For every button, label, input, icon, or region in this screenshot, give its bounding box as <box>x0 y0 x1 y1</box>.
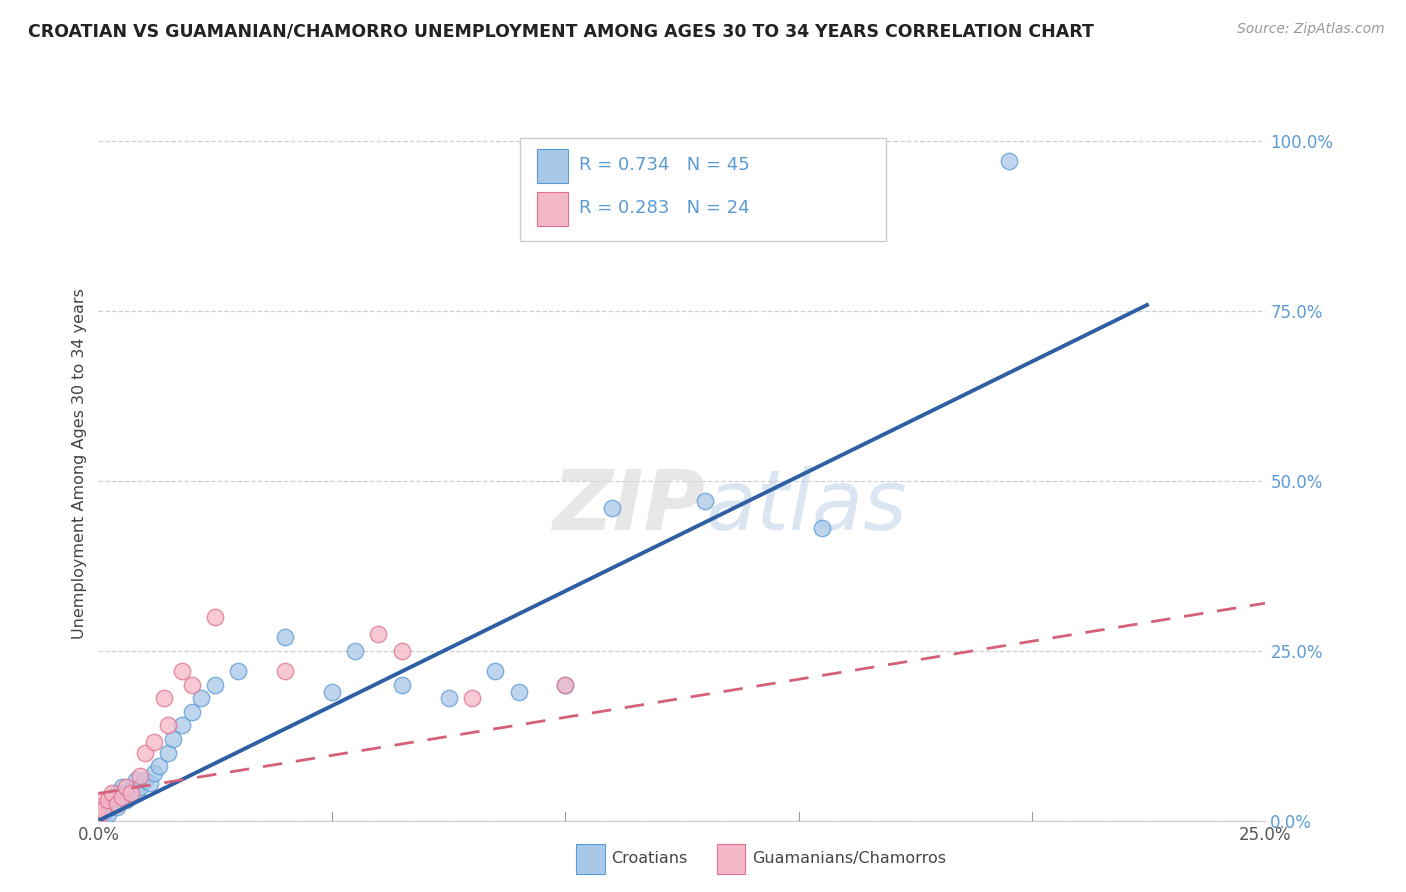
Point <box>152 691 174 706</box>
Point <box>125 787 148 801</box>
Point <box>87 814 110 828</box>
Point <box>87 806 110 821</box>
Point <box>461 691 484 706</box>
Point <box>274 664 297 678</box>
Point <box>87 814 110 828</box>
Point <box>162 732 184 747</box>
Text: CROATIAN VS GUAMANIAN/CHAMORRO UNEMPLOYMENT AMONG AGES 30 TO 34 YEARS CORRELATIO: CROATIAN VS GUAMANIAN/CHAMORRO UNEMPLOYM… <box>28 22 1094 40</box>
Point <box>204 609 226 624</box>
Point <box>91 814 114 828</box>
Point <box>111 793 134 807</box>
Point <box>134 746 156 760</box>
Point <box>125 772 148 787</box>
Point <box>87 793 110 807</box>
Text: R = 0.283   N = 24: R = 0.283 N = 24 <box>579 199 749 217</box>
Point <box>101 787 124 801</box>
Point <box>87 814 110 828</box>
Point <box>143 735 166 749</box>
Point <box>87 814 110 828</box>
Point <box>91 804 114 818</box>
Point <box>180 678 202 692</box>
Text: Croatians: Croatians <box>612 851 688 865</box>
Point <box>101 793 124 807</box>
Point <box>811 521 834 535</box>
Point <box>105 797 128 811</box>
Point <box>157 718 180 732</box>
Point <box>87 800 110 814</box>
Point <box>172 664 194 678</box>
Point <box>139 776 162 790</box>
Point <box>695 494 717 508</box>
Point <box>274 630 297 644</box>
Point <box>508 684 530 698</box>
Point <box>228 664 250 678</box>
Point <box>157 746 180 760</box>
Point <box>91 800 114 814</box>
Text: R = 0.734   N = 45: R = 0.734 N = 45 <box>579 156 749 174</box>
Point <box>554 678 576 692</box>
Point <box>344 644 367 658</box>
Point <box>115 787 138 801</box>
Point <box>391 678 413 692</box>
Text: Guamanians/Chamorros: Guamanians/Chamorros <box>752 851 946 865</box>
Point <box>204 678 226 692</box>
Point <box>321 684 343 698</box>
Y-axis label: Unemployment Among Ages 30 to 34 years: Unemployment Among Ages 30 to 34 years <box>72 288 87 640</box>
Point <box>391 644 413 658</box>
Point <box>367 626 389 640</box>
Point <box>105 800 128 814</box>
Point <box>91 806 114 821</box>
Point <box>97 806 120 821</box>
Point <box>115 780 138 794</box>
Point <box>148 759 170 773</box>
Point <box>87 800 110 814</box>
Point <box>120 783 142 797</box>
Point <box>115 793 138 807</box>
Point <box>600 501 623 516</box>
Point <box>997 154 1019 169</box>
Point <box>180 705 202 719</box>
Point <box>101 800 124 814</box>
Point <box>97 793 120 807</box>
Point <box>172 718 194 732</box>
Point <box>134 772 156 787</box>
Text: Source: ZipAtlas.com: Source: ZipAtlas.com <box>1237 22 1385 37</box>
Text: atlas: atlas <box>706 467 907 547</box>
Point <box>437 691 460 706</box>
Text: ZIP: ZIP <box>553 467 706 547</box>
Point <box>97 793 120 807</box>
Point <box>120 787 142 801</box>
Point <box>111 780 134 794</box>
Point <box>190 691 212 706</box>
Point <box>111 789 134 804</box>
Point <box>554 678 576 692</box>
Point <box>143 766 166 780</box>
Point <box>484 664 506 678</box>
Point <box>105 787 128 801</box>
Point <box>129 769 152 783</box>
Point <box>129 780 152 794</box>
Point <box>87 806 110 821</box>
